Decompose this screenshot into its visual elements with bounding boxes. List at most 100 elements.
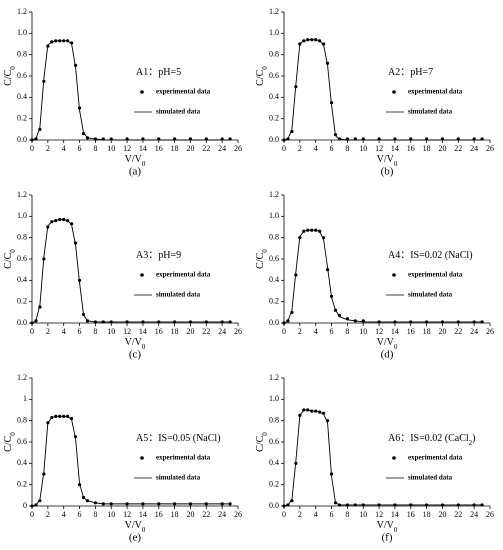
legend-label: simulated data: [408, 108, 453, 116]
x-tick-label: 2: [46, 327, 50, 336]
text-part: C/C: [3, 435, 14, 451]
legend-label: experimental data: [408, 454, 463, 462]
x-tick-label: 12: [375, 327, 383, 336]
simulated-line: [31, 40, 231, 141]
x-tick-label: 0: [282, 144, 286, 153]
legend-label: simulated data: [408, 291, 453, 299]
x-tick-label: 26: [486, 327, 494, 336]
annotation: A5：IS=0.05 (NaCl): [136, 433, 221, 444]
x-axis-label: V/V0: [125, 337, 146, 350]
x-tick-label: 8: [345, 510, 349, 519]
x-tick-label: 4: [62, 327, 66, 336]
y-axis-label: C/C0: [255, 249, 268, 269]
y-tick-label: 1.2: [17, 373, 27, 382]
x-tick-label: 14: [139, 327, 147, 336]
x-tick-label: 22: [454, 327, 462, 336]
x-tick-label: 0: [282, 510, 286, 519]
panel-label: (b): [381, 166, 394, 178]
subscript: 0: [9, 249, 17, 253]
y-axis-label: C/C0: [255, 432, 268, 452]
text-part: ): [472, 433, 475, 444]
y-tick-label: 1.2: [17, 190, 27, 199]
x-tick-label: 16: [407, 327, 415, 336]
y-tick-label: 0.4: [269, 92, 279, 101]
y-tick-label: 0: [23, 501, 27, 510]
x-tick-label: 18: [171, 327, 179, 336]
x-tick-label: 2: [46, 510, 50, 519]
y-tick-label: 0.2: [269, 479, 279, 488]
subscript: 0: [142, 160, 146, 168]
annotation: A6：IS=0.02 (CaCl2): [388, 433, 475, 446]
x-tick-label: 8: [345, 144, 349, 153]
text-part: V/V: [377, 520, 395, 531]
simulated-line: [31, 415, 231, 507]
x-tick-label: 4: [314, 144, 318, 153]
y-tick-label: 0.2: [17, 479, 27, 488]
simulated-line: [283, 39, 483, 141]
x-tick-label: 2: [46, 144, 50, 153]
x-tick-label: 10: [107, 327, 115, 336]
text-part: A6：IS=0.02 (CaCl: [388, 433, 469, 444]
text-part: V/V: [125, 337, 143, 348]
subscript: 0: [142, 343, 146, 351]
text-part: V/V: [377, 337, 395, 348]
x-axis-label: V/V0: [125, 520, 146, 533]
y-tick-label: 0.6: [17, 71, 27, 80]
x-tick-label: 26: [486, 510, 494, 519]
x-tick-label: 16: [407, 510, 415, 519]
legend-label: experimental data: [408, 271, 463, 279]
x-tick-label: 12: [375, 510, 383, 519]
x-tick-label: 8: [93, 510, 97, 519]
y-axis-label: C/C0: [3, 432, 16, 452]
x-tick-label: 6: [330, 327, 334, 336]
x-tick-label: 14: [391, 144, 399, 153]
x-tick-label: 20: [438, 327, 446, 336]
x-tick-label: 22: [454, 510, 462, 519]
subscript: 0: [394, 526, 398, 534]
text-part: A4：IS=0.02 (NaCl): [388, 250, 473, 261]
legend-marker: [392, 456, 396, 460]
y-tick-label: 1.2: [269, 190, 279, 199]
simulated-line: [31, 219, 231, 324]
x-tick-label: 6: [78, 144, 82, 153]
legend-marker: [140, 456, 144, 460]
x-tick-label: 0: [30, 144, 34, 153]
x-tick-label: 20: [186, 327, 194, 336]
y-tick-label: 0.2: [17, 113, 27, 122]
y-tick-label: 1.2: [269, 373, 279, 382]
y-tick-label: 0.2: [17, 296, 27, 305]
subscript: 0: [261, 66, 269, 70]
x-tick-label: 4: [62, 144, 66, 153]
subscript: 0: [142, 526, 146, 534]
y-tick-label: 1.0: [269, 28, 279, 37]
text-part: V/V: [125, 154, 143, 165]
y-tick-label: 1.0: [269, 394, 279, 403]
subscript: 0: [261, 432, 269, 436]
subscript: 0: [261, 249, 269, 253]
x-tick-label: 12: [123, 510, 131, 519]
text-part: A5：IS=0.05 (NaCl): [136, 433, 221, 444]
x-tick-label: 24: [470, 510, 478, 519]
y-axis-label: C/C0: [255, 66, 268, 86]
annotation: A2：pH=7: [388, 67, 433, 78]
subscript: 0: [9, 66, 17, 70]
text-part: C/C: [255, 252, 266, 268]
y-tick-label: 0.2: [269, 296, 279, 305]
panel: 0.00.20.40.60.81.01.20 2 4 6 8 10 12 14 16 18 20 22…: [255, 7, 494, 178]
x-tick-label: 18: [423, 327, 431, 336]
x-tick-label: 4: [62, 510, 66, 519]
legend-label: simulated data: [156, 474, 201, 482]
x-tick-label: 18: [171, 144, 179, 153]
x-axis-label: V/V0: [377, 337, 398, 350]
text-part: V/V: [377, 154, 395, 165]
x-tick-label: 20: [438, 144, 446, 153]
subscript: 0: [9, 432, 17, 436]
panel-label: (c): [129, 349, 142, 361]
y-tick-label: 0.0: [269, 135, 279, 144]
y-axis-label: C/C0: [3, 249, 16, 269]
y-tick-label: 0.0: [17, 318, 27, 327]
y-tick-label: 1: [23, 394, 27, 403]
x-tick-label: 24: [470, 144, 478, 153]
y-tick-label: 0.6: [269, 71, 279, 80]
